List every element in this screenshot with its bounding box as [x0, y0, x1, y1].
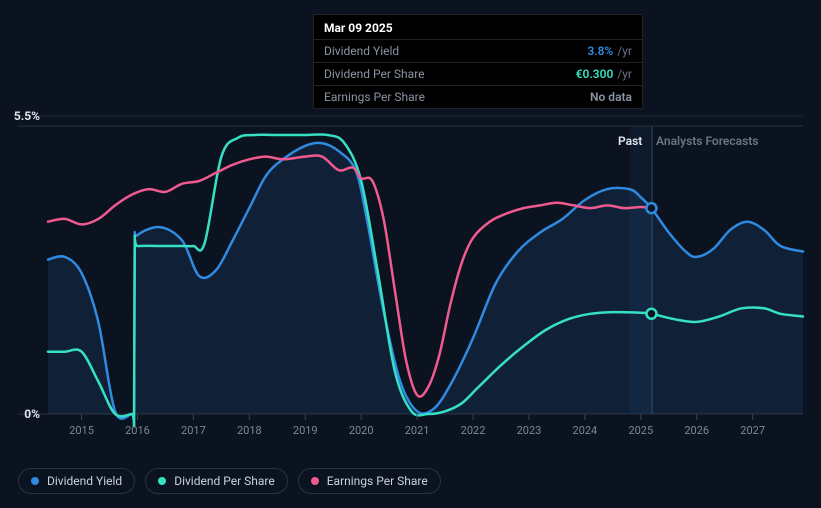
- svg-text:2025: 2025: [628, 424, 653, 437]
- legend-item-label: Dividend Yield: [47, 474, 122, 488]
- tooltip-row-label: Earnings Per Share: [324, 90, 425, 104]
- svg-text:2018: 2018: [237, 424, 262, 437]
- tooltip-row-value: 3.8%/yr: [587, 44, 632, 58]
- legend-item[interactable]: Dividend Per Share: [145, 468, 288, 494]
- svg-text:5.5%: 5.5%: [14, 109, 40, 123]
- section-label-forecast: Analysts Forecasts: [656, 134, 758, 148]
- svg-text:2020: 2020: [349, 424, 374, 437]
- legend-dot-icon: [31, 477, 39, 485]
- chart-tooltip: Mar 09 2025 Dividend Yield3.8%/yrDividen…: [313, 14, 643, 109]
- svg-text:2027: 2027: [740, 424, 765, 437]
- svg-text:2015: 2015: [69, 424, 94, 437]
- tooltip-row-value: No data: [590, 90, 632, 104]
- svg-text:0%: 0%: [24, 407, 40, 421]
- legend-dot-icon: [158, 477, 166, 485]
- legend-item[interactable]: Dividend Yield: [18, 468, 135, 494]
- tooltip-date: Mar 09 2025: [314, 15, 642, 40]
- legend-dot-icon: [311, 477, 319, 485]
- svg-text:2017: 2017: [181, 424, 206, 437]
- tooltip-row-value: €0.300/yr: [576, 67, 632, 81]
- legend-item[interactable]: Earnings Per Share: [298, 468, 441, 494]
- tooltip-row-label: Dividend Yield: [324, 44, 399, 58]
- svg-text:2019: 2019: [293, 424, 318, 437]
- legend-item-label: Dividend Per Share: [174, 474, 275, 488]
- tooltip-row: Earnings Per Share No data: [314, 86, 642, 108]
- svg-text:2016: 2016: [125, 424, 150, 437]
- section-label-past: Past: [618, 134, 642, 148]
- svg-text:2024: 2024: [573, 424, 598, 437]
- svg-text:2023: 2023: [517, 424, 542, 437]
- tooltip-row-label: Dividend Per Share: [324, 67, 425, 81]
- tooltip-row: Dividend Yield 3.8%/yr: [314, 40, 642, 63]
- legend-item-label: Earnings Per Share: [327, 474, 428, 488]
- tooltip-row: Dividend Per Share €0.300/yr: [314, 63, 642, 86]
- chart-legend: Dividend Yield Dividend Per Share Earnings…: [18, 468, 441, 494]
- svg-text:2026: 2026: [684, 424, 709, 437]
- svg-text:2022: 2022: [461, 424, 486, 437]
- svg-text:2021: 2021: [405, 424, 430, 437]
